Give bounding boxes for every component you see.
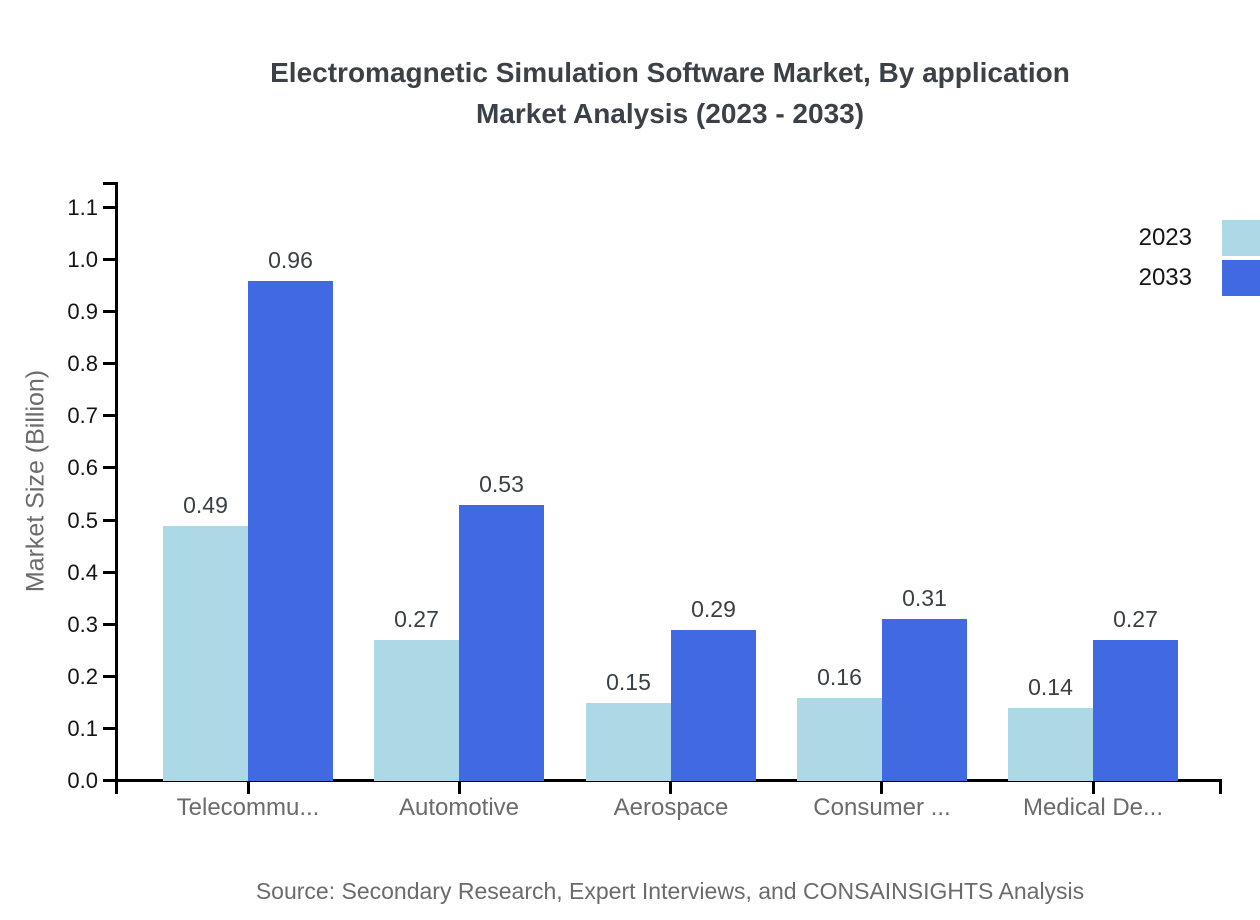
y-axis-tick-label: 1.0 (67, 247, 98, 272)
y-axis-tick-label: 0.7 (67, 403, 98, 428)
bar-2023 (1008, 708, 1093, 781)
x-axis-category-label: Aerospace (613, 794, 729, 821)
y-axis-tick (103, 623, 115, 626)
bar-value-label: 0.27 (1113, 606, 1158, 632)
y-axis-tick (103, 779, 115, 782)
y-axis-tick-label: 0.0 (67, 768, 98, 793)
y-axis-tick (103, 675, 115, 678)
bar-2033 (248, 281, 333, 781)
x-axis-tick (458, 782, 461, 794)
y-axis-tick (103, 310, 115, 313)
y-axis-tick (103, 571, 115, 574)
bar-value-label: 0.15 (606, 669, 651, 695)
legend-label-2033: 2033 (1138, 264, 1192, 291)
y-axis-tick-label: 0.4 (67, 560, 98, 585)
x-axis-end-tick (1219, 782, 1222, 794)
legend-swatch-2023 (1222, 220, 1260, 256)
x-axis-tick (247, 782, 250, 794)
y-axis-tick-label: 0.1 (67, 716, 98, 741)
chart-title-line1: Electromagnetic Simulation Software Mark… (270, 57, 1070, 88)
bar-value-label: 0.31 (902, 585, 947, 611)
y-axis-tick (103, 414, 115, 417)
bar-value-label: 0.29 (691, 596, 736, 622)
bar-value-label: 0.14 (1028, 674, 1073, 700)
x-axis-tick (669, 782, 672, 794)
y-axis-tick-label: 1.1 (67, 195, 98, 220)
bar-2033 (671, 630, 756, 781)
bar-2023 (374, 640, 459, 781)
y-axis-line (115, 182, 118, 794)
x-axis-tick (1092, 782, 1095, 794)
bar-2033 (459, 505, 544, 781)
y-axis-tick-label: 0.8 (67, 351, 98, 376)
y-axis-tick-label: 0.2 (67, 664, 98, 689)
y-axis-tick (103, 727, 115, 730)
y-axis-tick-label: 0.5 (67, 508, 98, 533)
y-axis-end-tick (103, 182, 115, 185)
bar-2023 (163, 526, 248, 781)
y-axis-tick (103, 362, 115, 365)
x-axis-category-label: Medical De... (1022, 794, 1164, 821)
bar-value-label: 0.53 (479, 471, 524, 497)
y-axis-tick (103, 466, 115, 469)
bar-value-label: 0.96 (268, 247, 313, 273)
x-axis-tick (880, 782, 883, 794)
x-axis-category-label: Consumer ... (813, 794, 951, 821)
bar-2033 (882, 619, 967, 781)
chart-title: Electromagnetic Simulation Software Mark… (80, 52, 1260, 134)
bar-value-label: 0.49 (183, 492, 228, 518)
chart-title-line2: Market Analysis (2023 - 2033) (475, 98, 865, 129)
y-axis-tick-label: 0.9 (67, 299, 98, 324)
y-axis-tick (103, 258, 115, 261)
bar-value-label: 0.27 (394, 606, 439, 632)
bar-2023 (586, 703, 671, 781)
y-axis-tick-label: 0.6 (67, 455, 98, 480)
x-axis-category-label: Telecommu... (176, 794, 320, 821)
y-axis-tick (103, 519, 115, 522)
bar-2023 (797, 698, 882, 781)
y-axis-tick-label: 0.3 (67, 612, 98, 637)
legend-swatch-2033 (1222, 260, 1260, 296)
legend-label-2023: 2023 (1138, 224, 1192, 251)
x-axis-category-label: Automotive (398, 794, 520, 821)
bar-value-label: 0.16 (817, 664, 862, 690)
bar-2033 (1093, 640, 1178, 781)
source-note: Source: Secondary Research, Expert Inter… (255, 878, 1085, 904)
y-axis-tick (103, 206, 115, 209)
